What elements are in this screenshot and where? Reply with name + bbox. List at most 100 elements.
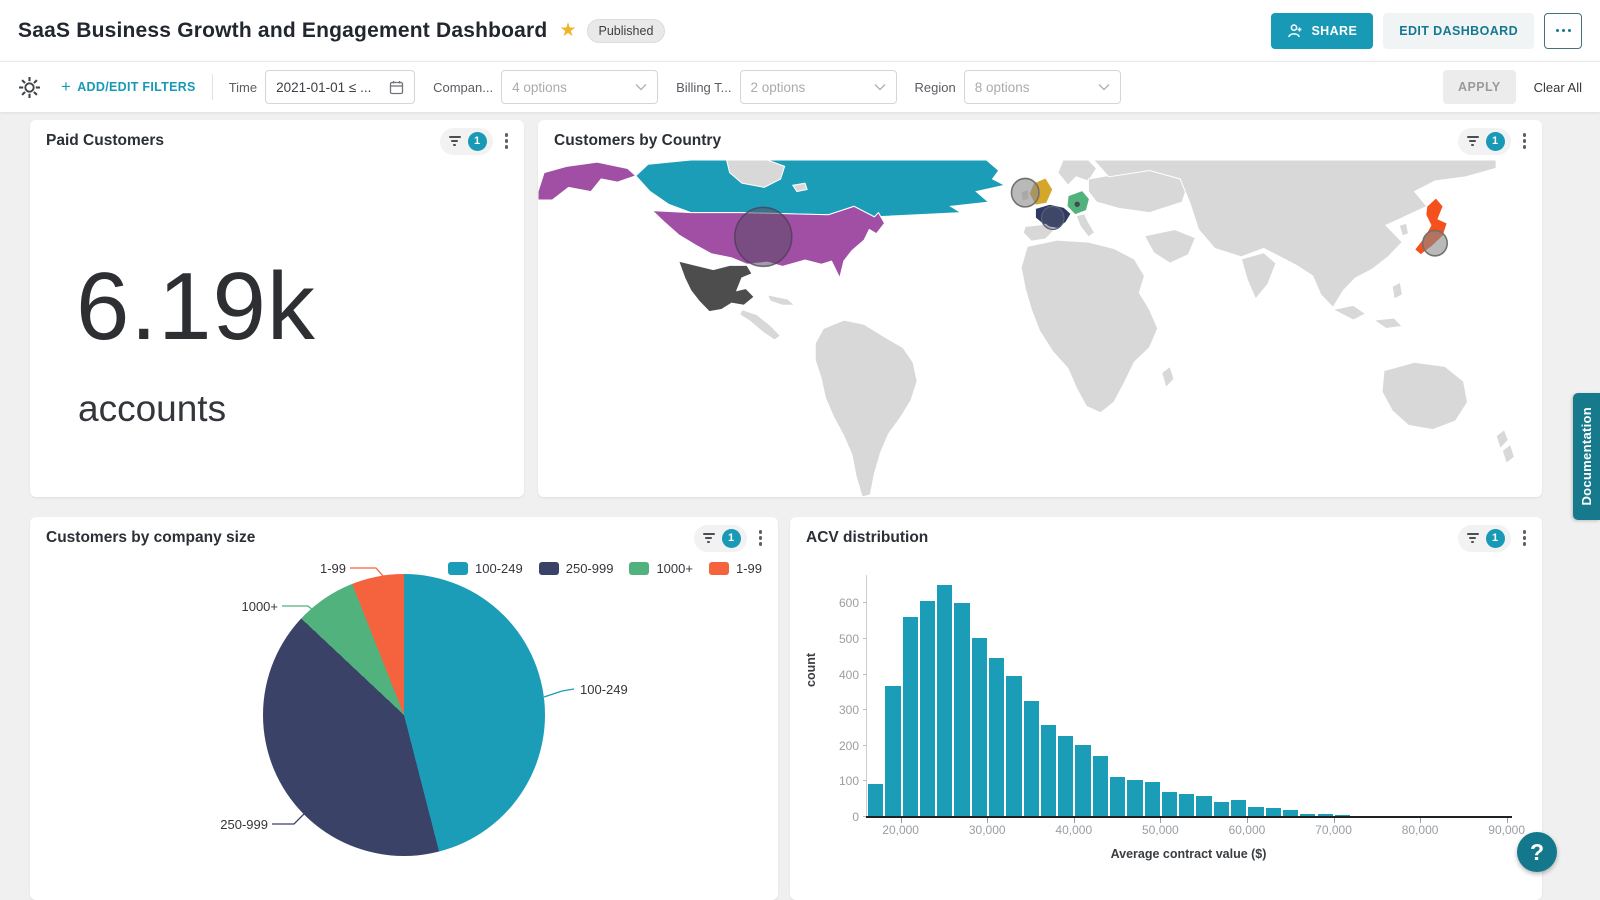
widget-menu-button[interactable] [504,133,508,149]
pie-callout-250-999: 250-999 [220,817,268,832]
hist-bar[interactable] [970,637,988,817]
country-south-korea[interactable] [1398,222,1410,237]
hist-bar[interactable] [884,685,902,817]
help-button[interactable]: ? [1517,832,1557,872]
hist-bar[interactable] [1057,735,1075,817]
histogram-x-axis [866,816,1512,818]
calendar-icon [389,80,404,94]
country-cuba[interactable] [766,294,797,306]
map-bubble-france[interactable] [1040,205,1065,231]
region-scandinavia[interactable] [1057,159,1098,187]
hist-bar[interactable] [1005,674,1023,817]
kpi-unit: accounts [78,388,227,429]
hist-bar[interactable] [1109,776,1127,817]
hist-bar[interactable] [936,583,954,817]
world-map [537,159,1542,498]
add-edit-filters-button[interactable]: + ADD/EDIT FILTERS [61,77,196,97]
more-options-button[interactable] [1544,12,1582,49]
country-madagascar[interactable] [1161,365,1175,389]
map-bubble-japan[interactable] [1421,229,1448,257]
hist-bar[interactable] [1230,799,1248,817]
widget-menu-button[interactable] [1522,133,1526,149]
hist-bar[interactable] [1091,754,1110,817]
filter-settings-button[interactable] [18,76,41,99]
filter-count-badge: 1 [467,131,487,151]
funnel-icon [702,533,715,543]
hist-bar[interactable] [1143,781,1161,817]
hist-bar[interactable] [1160,791,1179,817]
hist-bar[interactable] [1195,794,1213,817]
country-spain[interactable] [1022,223,1055,242]
hist-bar[interactable] [953,601,971,817]
card-title: Paid Customers [46,132,165,149]
pie-chart[interactable] [263,574,545,856]
hist-bar[interactable] [1039,724,1058,817]
country-italy[interactable] [1075,213,1096,238]
hist-xtick-label: 30,000 [968,823,1006,837]
hist-bar[interactable] [988,656,1006,817]
widget-menu-button[interactable] [1522,530,1526,546]
help-button-label: ? [1529,838,1545,865]
billing-filter-select[interactable]: 2 options [739,70,897,104]
region-south-america[interactable] [814,319,918,498]
country-iceland[interactable] [791,182,808,193]
status-badge: Published [586,18,666,43]
region-filter-select[interactable]: 8 options [963,70,1121,104]
legend-swatch [538,562,559,575]
widget-menu-button[interactable] [758,530,762,546]
paid-customers-card: Paid Customers 1 6.19k accounts [30,120,524,497]
map-bubble-germany[interactable] [1074,201,1080,207]
country-australia[interactable] [1381,361,1469,431]
country-greenland[interactable] [725,159,786,188]
region-indonesia-east[interactable] [1372,317,1404,330]
hist-bar[interactable] [867,783,885,817]
legend-item[interactable]: 100-249 [448,561,523,576]
country-alaska[interactable] [537,161,637,201]
filter-label-time: Time [228,79,258,95]
edit-dashboard-button[interactable]: EDIT DASHBOARD [1383,12,1534,49]
apply-button[interactable]: APPLY [1443,70,1516,104]
hist-bar[interactable] [1126,778,1144,817]
favorite-star-icon[interactable]: ★ [559,20,577,41]
customers-by-country-card: Customers by Country 1 [537,120,1542,498]
hist-xtick-label: 50,000 [1142,823,1179,837]
documentation-tab[interactable]: Documentation [1573,393,1600,520]
legend-item[interactable]: 1-99 [708,561,762,576]
hist-xtick-label: 40,000 [1055,823,1093,837]
country-canada[interactable] [635,159,1007,218]
time-filter-input[interactable]: 2021-01-01 ≤ ... [265,70,416,104]
region-middle-east[interactable] [1143,228,1197,264]
region-indonesia[interactable] [1331,304,1367,321]
add-edit-filters-label: ADD/EDIT FILTERS [77,80,196,94]
hist-bar[interactable] [901,615,919,817]
hist-bar[interactable] [1074,744,1092,817]
hist-bar[interactable] [1178,792,1196,817]
hist-xtick-label: 70,000 [1315,823,1352,837]
hist-bar[interactable] [1212,801,1231,817]
country-mexico[interactable] [677,260,755,313]
hist-bar[interactable] [1022,699,1040,817]
company-filter-select[interactable]: 4 options [501,70,659,104]
legend-item[interactable]: 250-999 [538,561,613,576]
region-central-america[interactable] [739,308,782,341]
country-philippines[interactable] [1391,281,1403,300]
hist-xtick-label: 20,000 [882,823,919,837]
region-africa[interactable] [1020,239,1159,414]
widget-filter-chip[interactable]: 1 [439,127,493,155]
region-asia[interactable] [1092,159,1497,309]
share-button-label: SHARE [1311,23,1358,38]
filter-label-billing: Billing T... [676,79,732,95]
widget-filter-chip[interactable]: 1 [1457,524,1511,552]
map-bubble-united-states[interactable] [733,206,793,268]
hist-bar[interactable] [918,599,937,817]
legend-item[interactable]: 1000+ [629,561,693,576]
more-icon [1555,29,1559,32]
share-button[interactable]: SHARE [1271,12,1374,49]
clear-all-button[interactable]: Clear All [1533,79,1582,95]
country-new-zealand[interactable] [1495,428,1516,465]
funnel-icon [448,136,461,146]
widget-filter-chip[interactable]: 1 [693,524,747,552]
country-india[interactable] [1240,252,1277,300]
widget-filter-chip[interactable]: 1 [1457,127,1511,155]
map-bubble-united-kingdom[interactable] [1010,177,1040,208]
